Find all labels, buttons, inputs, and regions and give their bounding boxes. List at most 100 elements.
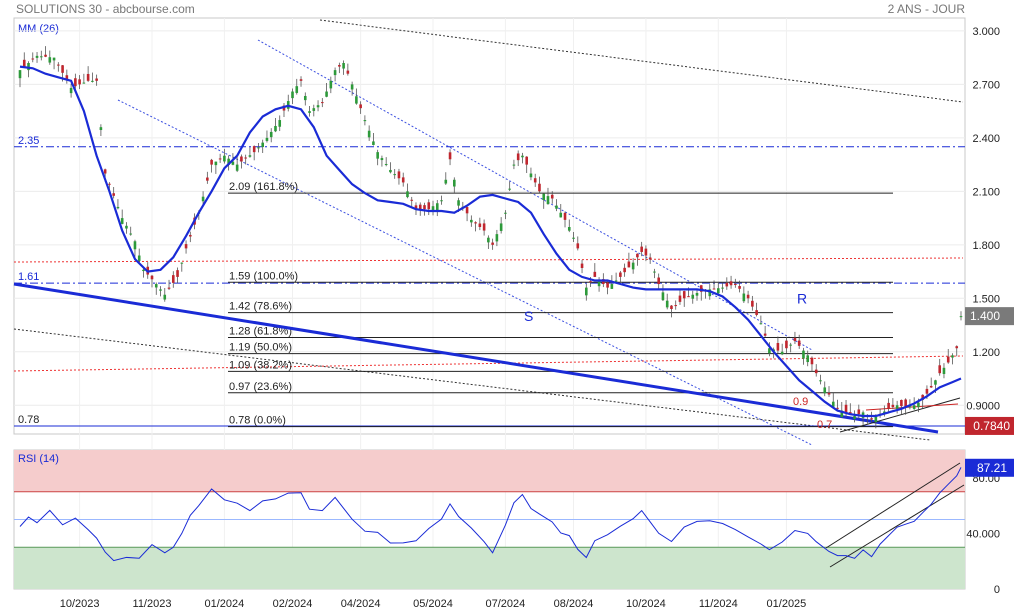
candle-body [904,399,907,408]
candle-body [120,218,124,224]
candle-body [716,288,720,294]
candle-body [69,87,73,94]
candle-body [74,78,77,87]
trend-channel-lower [117,99,813,446]
candle-body [614,280,618,282]
candle-body [31,58,35,60]
candle-body [768,348,771,354]
candle-body [751,300,754,307]
candle-body [802,350,805,359]
candle-body [870,418,873,420]
candle-body [176,270,179,277]
candle-body [550,194,554,199]
candle-body [65,75,69,81]
candle-body [325,91,328,97]
candle-body [934,380,937,385]
candle-body [742,293,746,302]
candle-body [759,323,763,325]
chart-annotation: R [797,290,807,306]
candle-body [674,305,678,307]
support-level-label: 0.7840 [973,419,1010,433]
candle-body [576,243,580,249]
candle-body [874,416,878,423]
rsi-oversold-zone [14,547,965,589]
candle-body [951,355,954,358]
candle-body [261,142,265,148]
candle-body [48,57,52,63]
candle-body [376,152,379,159]
price-y-tick: 2.700 [972,79,1000,91]
x-tick-label: 02/2024 [273,598,313,610]
candle-body [137,255,141,261]
candle-body [210,159,213,165]
rsi-value-label: 87.21 [977,461,1007,475]
candle-body [942,367,946,375]
candle-body [908,406,912,408]
fibonacci-level-label: 0.78 (0.0%) [229,415,286,427]
candle-body [708,289,712,297]
candle-body [912,405,916,409]
candle-body [240,156,243,162]
candle-body [82,82,86,84]
candle-body [35,55,39,58]
candle-body [661,292,665,301]
horizontal-level-label: 0.78 [18,414,39,426]
fibonacci-level-label: 1.59 (100.0%) [229,270,298,282]
price-panel-frame [13,17,966,435]
candle-body [631,262,635,270]
candle-body [512,164,516,166]
candle-body [806,355,810,363]
candle-body [597,280,601,287]
fibonacci-level-label: 2.09 (161.8%) [229,181,298,193]
chart-annotation: S [524,308,533,324]
candle-body [925,388,929,394]
candle-body [184,244,188,249]
candle-body [218,158,222,160]
ma-indicator-label: MM (26) [18,23,59,35]
price-y-tick: 1.500 [972,293,1000,305]
candle-body [734,283,737,285]
candle-body [695,292,699,296]
candle-body [244,157,247,159]
candle-body [657,277,660,285]
candle-body [235,164,239,171]
candle-body [303,95,307,101]
candle-body [265,137,269,141]
candle-body [921,394,924,400]
fibonacci-level-label: 1.28 (61.8%) [229,326,292,338]
channel-bottom-line [13,328,931,441]
candle-body [559,212,563,218]
rsi-indicator-label: RSI (14) [18,453,59,465]
candle-body [687,296,690,298]
candle-body [316,105,320,108]
x-tick-label: 11/2024 [699,598,738,610]
candle-body [938,365,942,374]
candle-body [171,275,175,283]
horizontal-level-label: 1.61 [18,271,39,283]
candle-body [725,282,729,287]
candle-body [57,64,60,66]
candle-body [959,316,963,318]
rsi-line [19,467,962,562]
candle-body [355,96,358,104]
candle-body [393,174,396,176]
candle-body [814,369,818,374]
candle-body [895,405,899,409]
candle-body [427,202,431,210]
candle-body [610,284,614,289]
candle-body [636,253,639,258]
candle-body [529,173,533,178]
candle-body [380,158,384,161]
candle-body [585,287,588,296]
candle-body [491,242,494,245]
x-tick-label: 05/2024 [413,598,453,610]
price-y-tick: 1.800 [972,240,1000,252]
candle-body [891,404,895,408]
candle-body [312,108,316,111]
candle-body [810,357,814,365]
candle-body [682,291,686,299]
candle-body [397,171,401,179]
candle-body [589,281,592,283]
